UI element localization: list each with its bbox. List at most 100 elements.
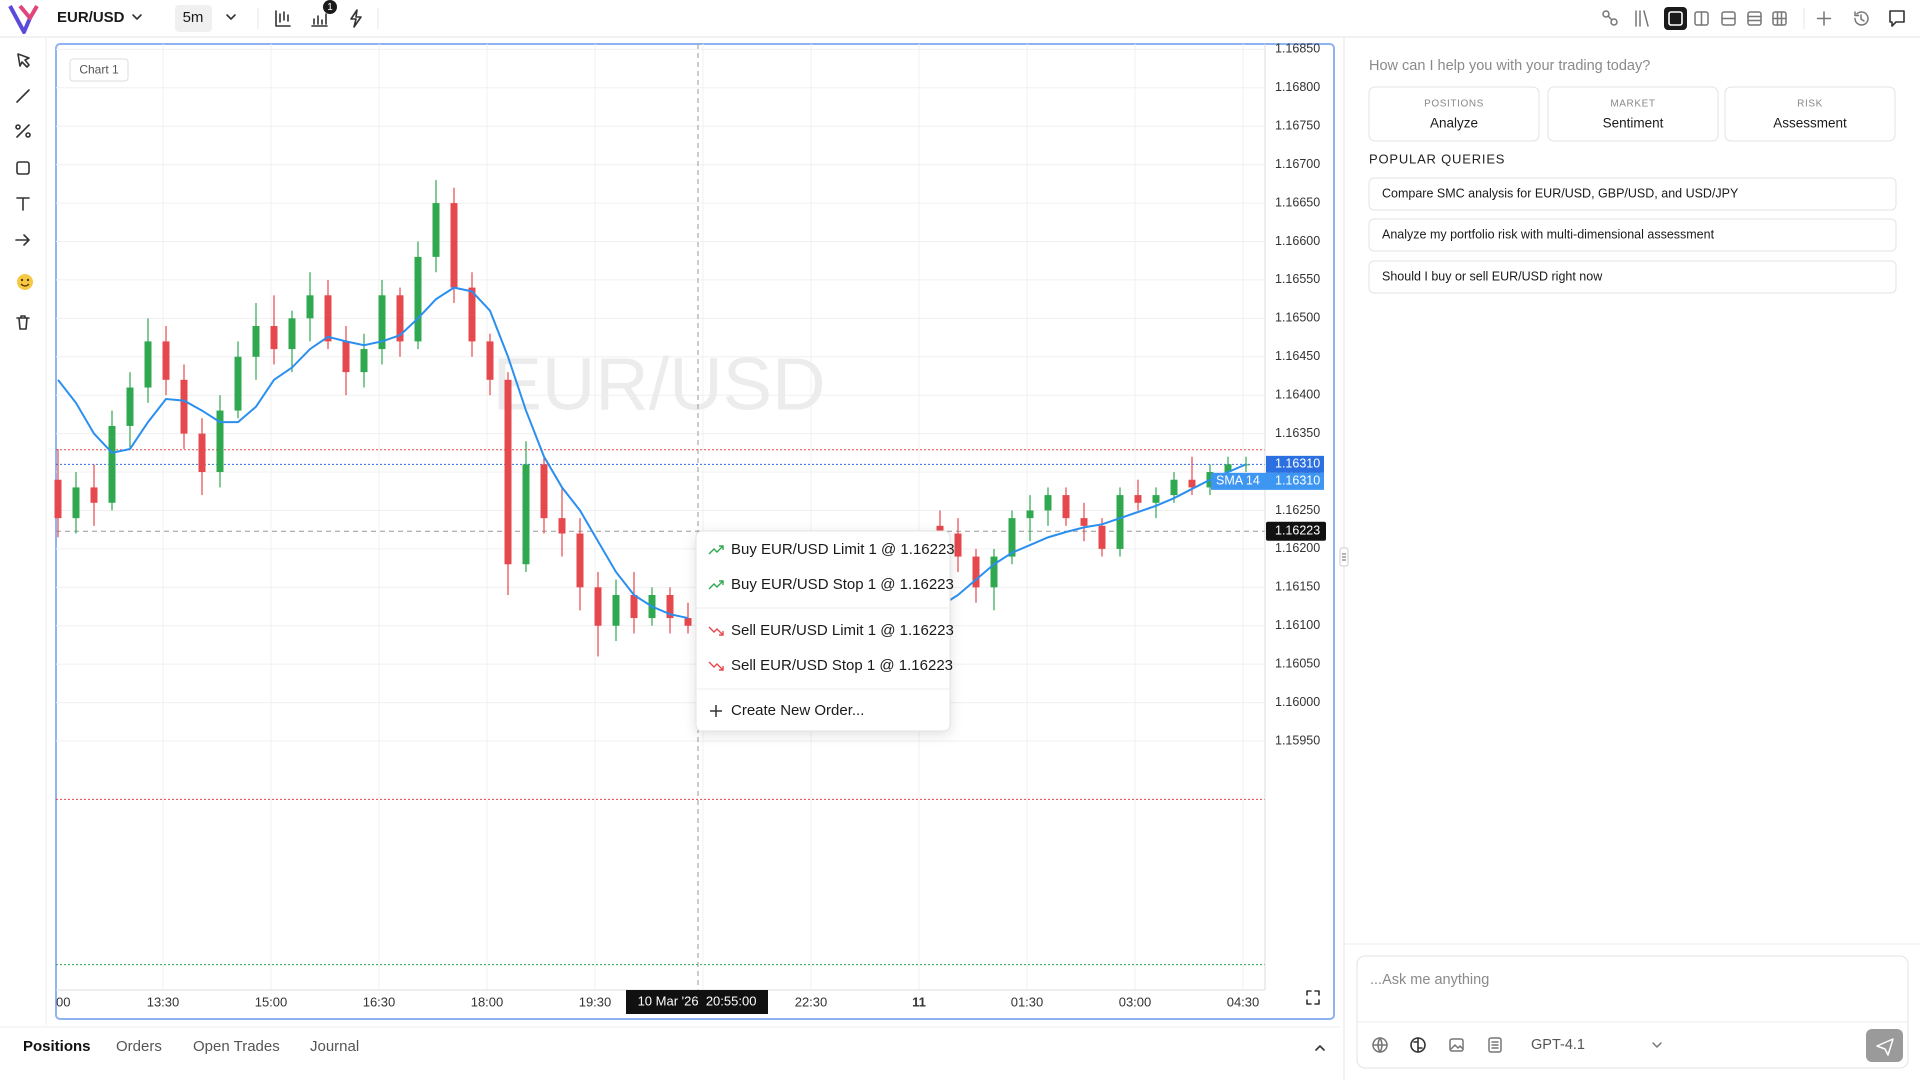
send-button[interactable] (1866, 1029, 1903, 1062)
sma-tag-name: SMA 14 (1216, 474, 1260, 488)
layout-single[interactable] (1664, 7, 1687, 30)
chat-input[interactable] (1356, 955, 1909, 1069)
badge-count: 1 (327, 2, 333, 13)
candle-body (990, 556, 998, 588)
menu-item[interactable]: Buy EUR/USD Limit 1 @ 1.16223 (731, 541, 955, 558)
symbol[interactable]: EUR/USD (57, 9, 125, 26)
menu-item[interactable]: Sell EUR/USD Limit 1 @ 1.16223 (731, 622, 954, 639)
candle-body (972, 556, 980, 588)
candle-body (486, 341, 494, 380)
query-box[interactable] (1368, 177, 1897, 211)
chart-label: Chart 1 (79, 63, 119, 77)
popular-queries: Compare SMC analysis for EUR/USD, GBP/US… (1368, 177, 1897, 294)
layout-grid[interactable] (1772, 11, 1787, 26)
query[interactable]: Compare SMC analysis for EUR/USD, GBP/US… (1382, 186, 1739, 200)
web-icon[interactable] (1372, 1037, 1388, 1053)
bottom-tabs: Positions Orders Open Trades Journal (23, 1038, 359, 1055)
indicators-icon[interactable] (311, 13, 328, 27)
tab[interactable]: Open Trades (193, 1038, 280, 1055)
y-tick-label: 1.16600 (1275, 234, 1320, 248)
candle-body (414, 256, 422, 342)
timeframe-chevron[interactable] (226, 14, 236, 20)
cursor-price-tag (1266, 521, 1326, 541)
input-placeholder[interactable]: ...Ask me anything (1370, 972, 1489, 988)
assistant-cards: POSITIONS Analyze MARKET Sentiment RISK Asses… (1368, 86, 1896, 142)
library-icon[interactable] (1635, 10, 1649, 27)
candle-body (1044, 495, 1052, 511)
card[interactable] (1368, 86, 1540, 142)
model-chevron[interactable] (1652, 1042, 1662, 1048)
layout-three-rows[interactable] (1747, 11, 1762, 26)
card[interactable] (1724, 86, 1896, 142)
layout-rows[interactable] (1721, 11, 1736, 26)
query-box[interactable] (1368, 218, 1897, 252)
cursor-time-tag (626, 990, 768, 1014)
candle-body (1188, 479, 1196, 488)
tab[interactable]: Journal (310, 1038, 359, 1055)
chart-label-box (69, 58, 129, 82)
menu-item[interactable]: Create New Order... (731, 702, 864, 719)
buy-icon (708, 580, 724, 590)
candle-body (540, 464, 548, 519)
tab[interactable]: Positions (23, 1038, 91, 1055)
history-icon[interactable] (1854, 11, 1869, 26)
alerts-icon[interactable] (350, 9, 362, 28)
delete-tool[interactable] (16, 315, 30, 330)
candle-body (1062, 495, 1070, 519)
y-tick-label: 1.16400 (1275, 387, 1320, 401)
top-bar (0, 0, 1920, 37)
link-icon[interactable] (1602, 10, 1618, 26)
candle-body (144, 341, 152, 388)
candle-body (342, 341, 350, 373)
timeframe-button[interactable] (175, 5, 212, 32)
tab[interactable]: Orders (116, 1038, 162, 1055)
line-tool[interactable] (16, 89, 30, 103)
fullscreen-icon[interactable] (1306, 990, 1320, 1005)
candle-body (270, 326, 278, 350)
timeframe[interactable]: 5m (183, 9, 204, 26)
candle-body (432, 203, 440, 257)
candle-body (360, 349, 368, 373)
add-icon[interactable] (1816, 11, 1832, 26)
query[interactable]: Analyze my portfolio risk with multi-dim… (1382, 227, 1715, 241)
card-title: Analyze (1430, 116, 1478, 131)
image-icon[interactable] (1449, 1038, 1464, 1052)
card-title: Sentiment (1603, 116, 1664, 131)
card[interactable] (1547, 86, 1719, 142)
query[interactable]: Should I buy or sell EUR/USD right now (1382, 269, 1603, 283)
symbol-chevron[interactable] (132, 14, 142, 20)
sell-icon (708, 661, 724, 671)
percent-tool[interactable] (15, 124, 31, 138)
candle-body (108, 425, 116, 503)
menu-item[interactable]: Sell EUR/USD Stop 1 @ 1.16223 (731, 657, 953, 674)
candle-body (1116, 495, 1124, 549)
candle-body (630, 595, 638, 619)
candle-body (216, 410, 224, 473)
cursor-price-label: 1.16223 (1275, 524, 1320, 538)
model-name[interactable]: GPT-4.1 (1531, 1037, 1585, 1053)
candle-body (1026, 510, 1034, 519)
document-icon[interactable] (1488, 1037, 1502, 1053)
candle-body (90, 487, 98, 503)
text-tool[interactable] (16, 197, 30, 211)
brain-icon[interactable] (1410, 1037, 1426, 1053)
emoji-tool[interactable] (17, 274, 33, 290)
chat-icon[interactable] (1889, 10, 1905, 27)
x-tick-label: 03:00 (1119, 994, 1152, 1009)
rectangle-tool[interactable] (16, 161, 30, 175)
sma-tag-value: 1.16310 (1275, 474, 1320, 488)
logo (8, 4, 39, 34)
card-kicker: POSITIONS (1424, 99, 1484, 110)
cursor-time-label: 10 Mar '26 20:55:00 (638, 993, 757, 1008)
query-box[interactable] (1368, 260, 1897, 294)
chart-type-icon[interactable] (275, 10, 291, 27)
menu-item[interactable]: Buy EUR/USD Stop 1 @ 1.16223 (731, 576, 954, 593)
candle-body (126, 387, 134, 426)
layout-columns[interactable] (1694, 11, 1709, 26)
context-menu: Buy EUR/USD Limit 1 @ 1.16223 Buy EUR/USD… (695, 530, 955, 732)
y-tick-label: 1.16150 (1275, 580, 1320, 594)
collapse-icon[interactable] (1315, 1045, 1325, 1051)
cursor-tool[interactable] (17, 53, 30, 68)
x-tick-label: 04:30 (1227, 994, 1260, 1009)
arrow-tool[interactable] (15, 234, 30, 246)
